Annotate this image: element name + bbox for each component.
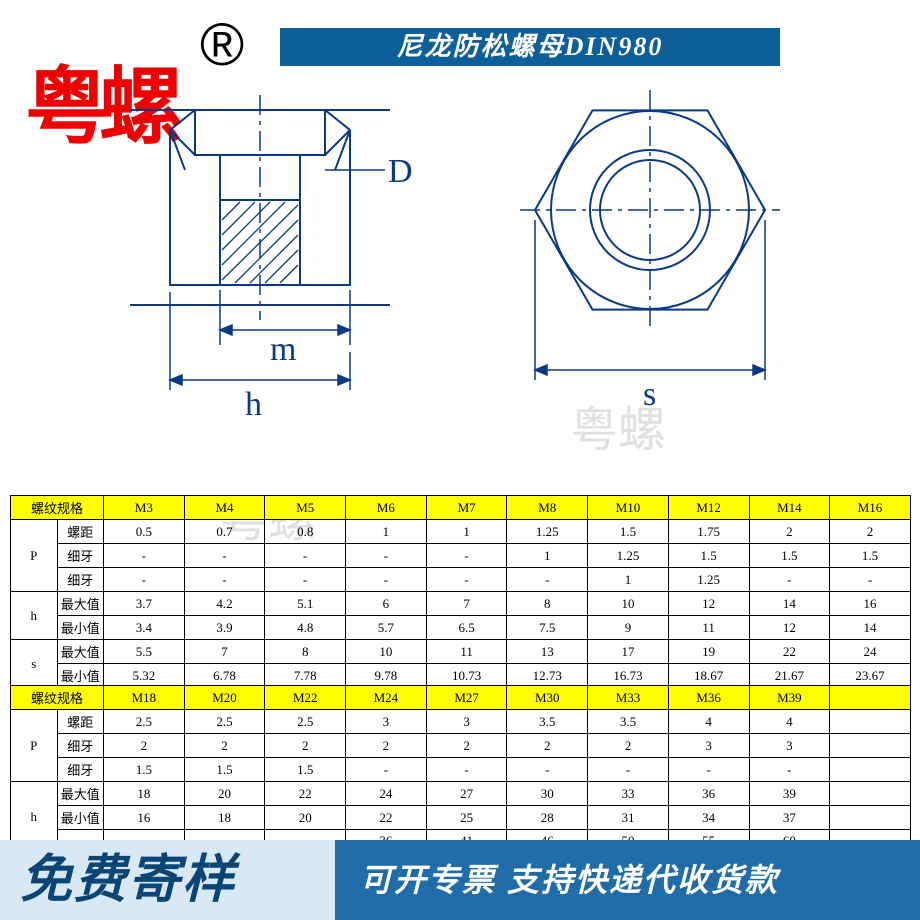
label-h: h	[245, 386, 262, 423]
spec-table-2: 螺纹规格M18M20M22M24M27M30M33M36M39P螺距2.52.5…	[10, 685, 910, 852]
registered-icon: ®	[200, 10, 244, 79]
label-m: m	[270, 331, 296, 368]
footer-left: 免费寄样	[0, 840, 335, 920]
watermark: 粤螺	[570, 390, 666, 460]
spec-table-1: 螺纹规格M3M4M5M6M7M8M10M12M14M16P螺距0.50.70.8…	[10, 495, 910, 688]
title-bar: 尼龙防松螺母DIN980	[280, 28, 780, 66]
footer-right: 可开专票 支持快递代收货款	[335, 840, 920, 920]
technical-diagram: D m h s	[50, 70, 870, 440]
footer-banner: 免费寄样 可开专票 支持快递代收货款	[0, 840, 920, 920]
label-d: D	[388, 153, 413, 190]
